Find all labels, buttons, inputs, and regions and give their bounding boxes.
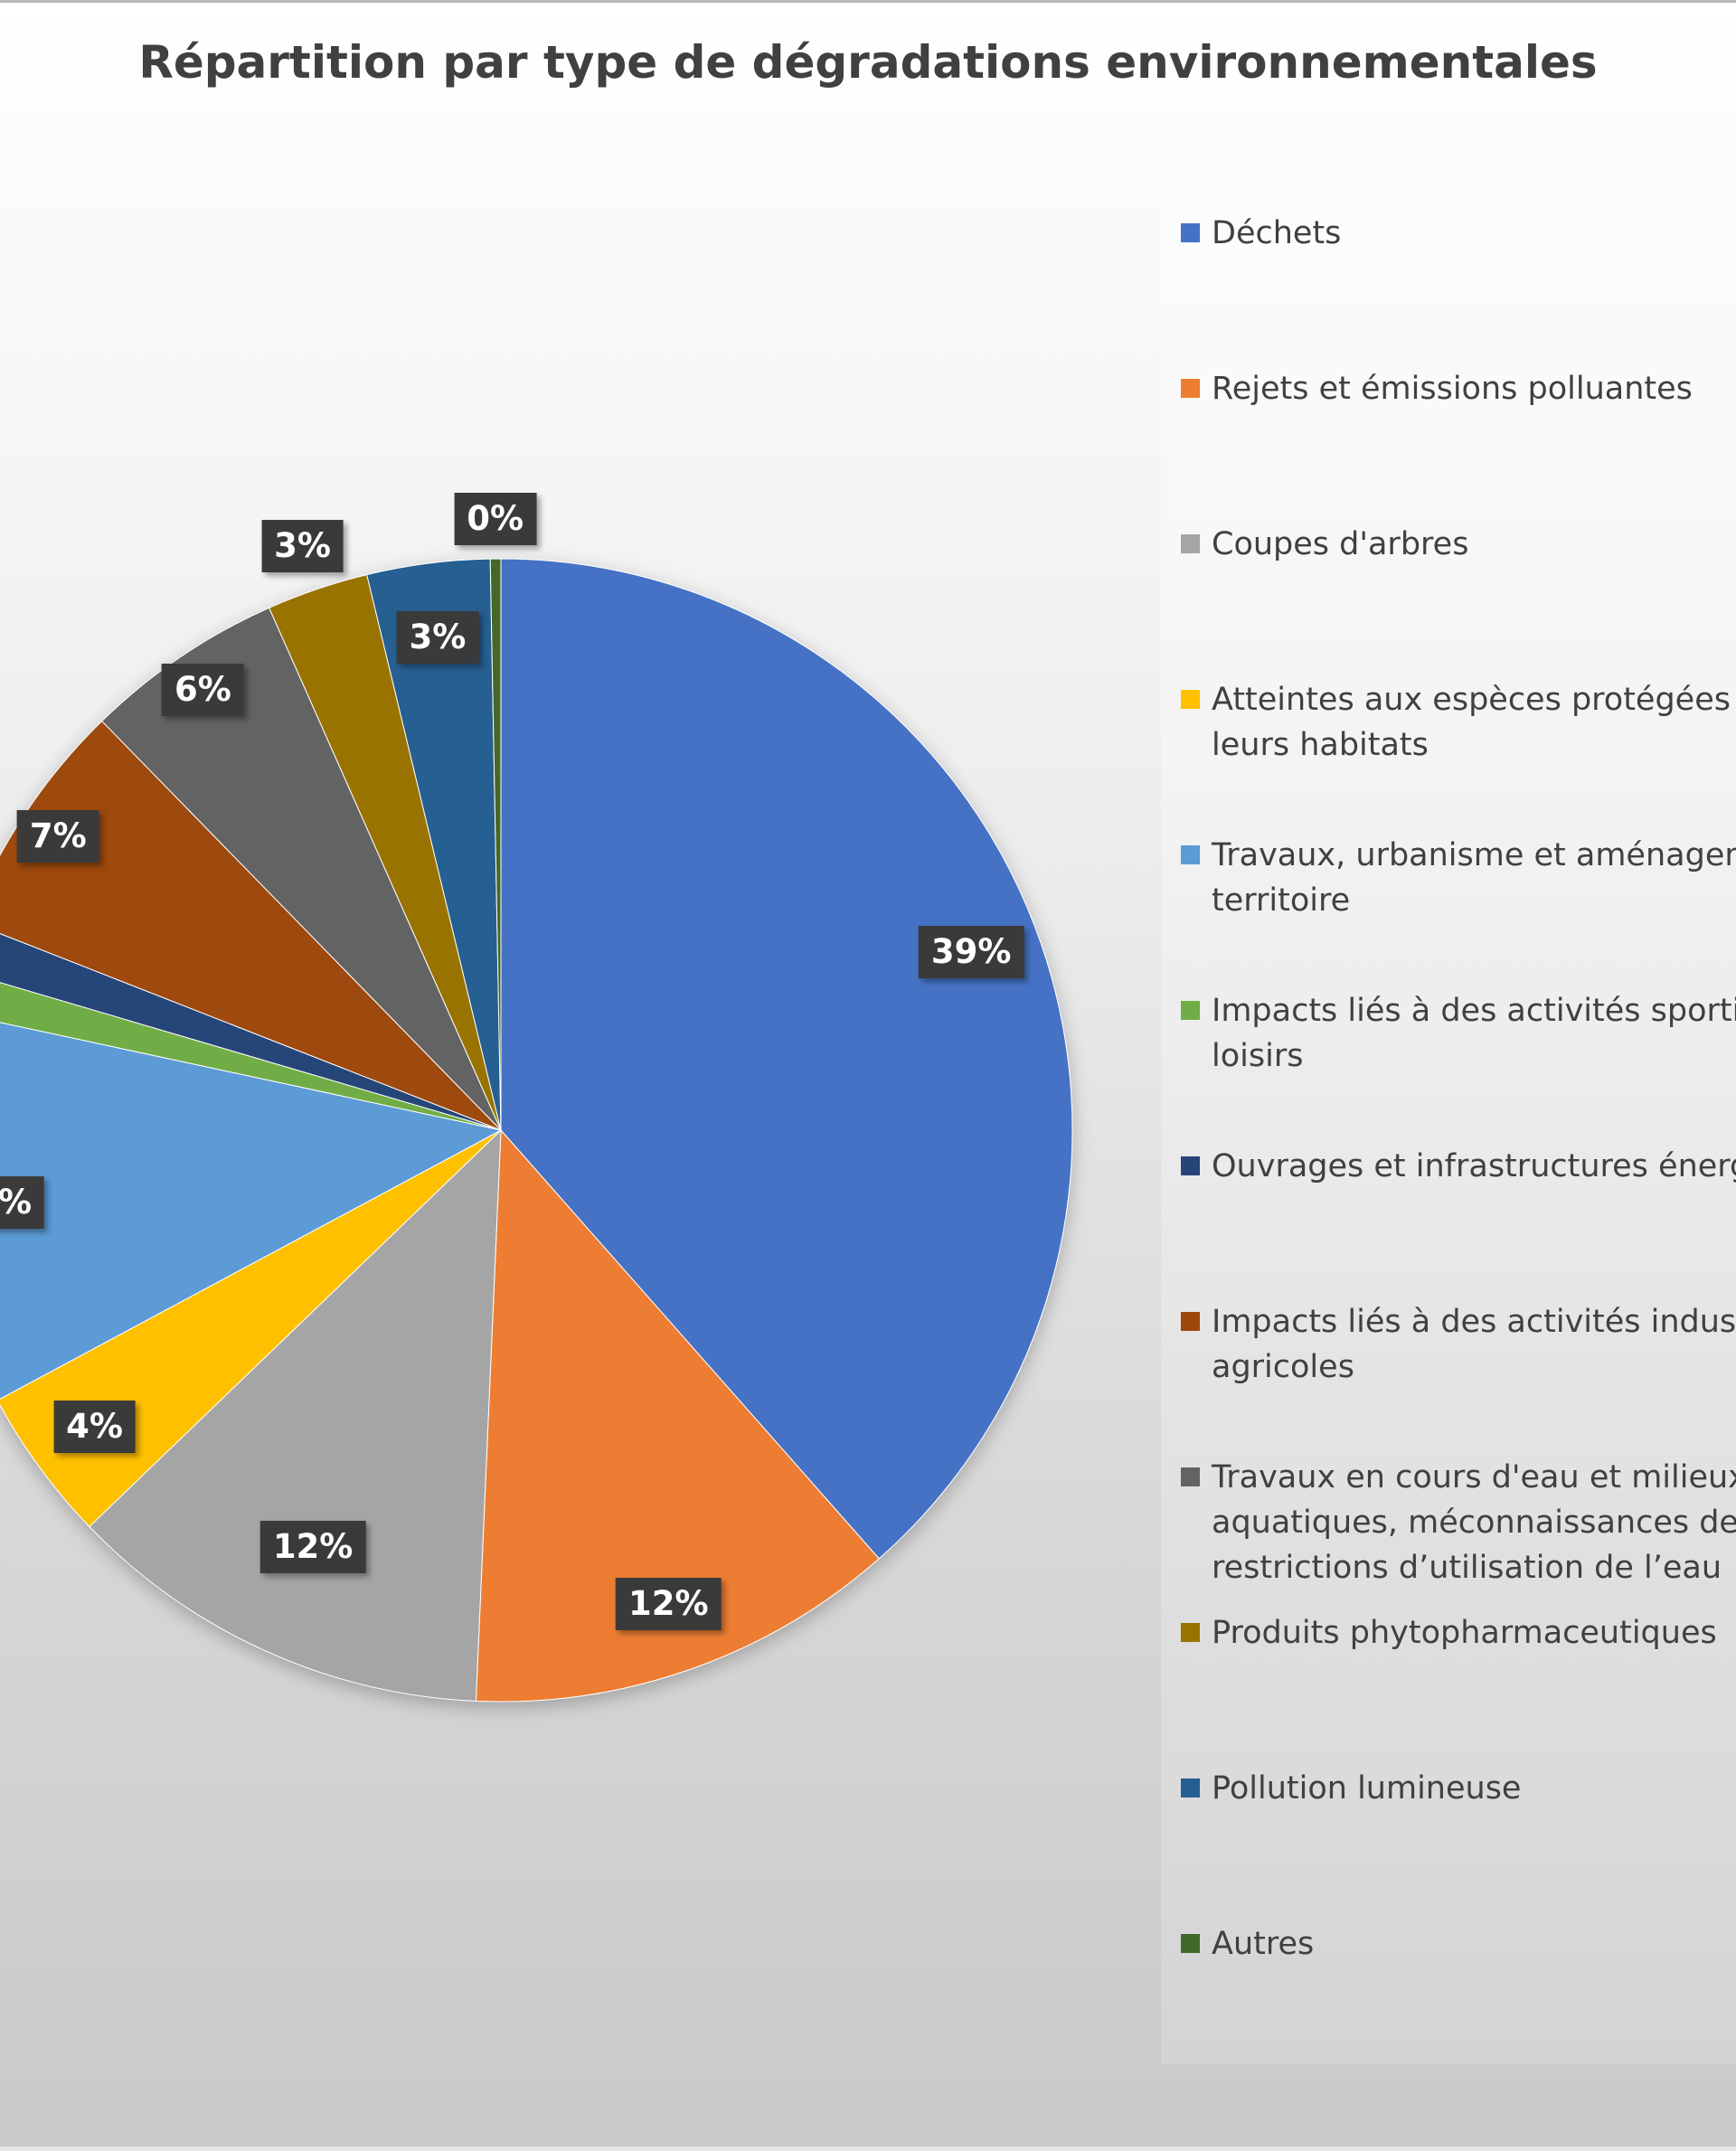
legend-item-travaux-en-cours-d-eau-et-milieux-aquati: Travaux en cours d'eau et milieux aquatiq… [1181, 1455, 1736, 1590]
legend-swatch [1181, 1623, 1200, 1642]
pie-slice-coupes-d-arbres [89, 1128, 502, 1702]
pie-slice-autres [489, 558, 502, 1131]
data-label-impacts-lies-a-des-activites-industriell: 7% [16, 810, 99, 863]
legend-item-dechets: Déchets [1181, 211, 1736, 256]
legend-label: Déchets [1212, 215, 1342, 251]
legend-label: restrictions d’utilisation de l’eau [1212, 1550, 1722, 1586]
legend-item-impacts-lies-a-des-activites-industriell: Impacts liés à des activités industriell… [1181, 1299, 1736, 1390]
legend-label: Coupes d'arbres [1212, 526, 1469, 562]
legend-label: Autres [1212, 1926, 1315, 1962]
bottom-border [0, 2146, 1736, 2151]
data-label-dechets: 39% [918, 926, 1024, 979]
legend-label: Produits phytopharmaceutiques [1212, 1615, 1717, 1651]
legend-label: loisirs [1212, 1038, 1304, 1074]
legend-swatch [1181, 1934, 1200, 1953]
legend-swatch [1181, 845, 1200, 864]
legend-label: agricoles [1212, 1349, 1354, 1385]
legend-swatch [1181, 379, 1200, 398]
legend-swatch [1181, 1312, 1200, 1331]
legend-swatch [1181, 690, 1200, 709]
legend-swatch [1181, 1156, 1200, 1175]
legend-label: Atteintes aux espèces protégées et [1212, 682, 1736, 718]
legend-item-ouvrages-et-infrastructures-energetiques: Ouvrages et infrastructures énergétiques [1181, 1144, 1736, 1189]
legend-label: leurs habitats [1212, 727, 1429, 763]
legend-item-produits-phytopharmaceutiques: Produits phytopharmaceutiques [1181, 1610, 1736, 1656]
pie-slice-rejets-et-emissions-polluantes [475, 1128, 880, 1703]
pie-slice-dechets [500, 558, 1073, 1560]
chart-title: Répartition par type de dégradations env… [138, 36, 1598, 89]
legend: Déchets Rejets et émissions polluantes Cou… [1161, 201, 1736, 2064]
data-label-travaux-urbanisme-et-amenagement-du-terr: 11% [0, 1175, 45, 1229]
data-label-pollution-lumineuse: 3% [396, 610, 479, 664]
data-label-atteintes-aux-especes-protegees-et-leurs: 4% [53, 1400, 136, 1453]
legend-label: aquatiques, méconnaissances des [1212, 1505, 1736, 1541]
legend-item-rejets-et-emissions-polluantes: Rejets et émissions polluantes [1181, 366, 1736, 411]
data-label-produits-phytopharmaceutiques: 3% [261, 519, 344, 572]
legend-label: territoire [1212, 882, 1351, 919]
legend-label: Rejets et émissions polluantes [1212, 371, 1693, 407]
top-border [0, 0, 1736, 3]
legend-item-coupes-d-arbres: Coupes d'arbres [1181, 522, 1736, 567]
legend-item-travaux-urbanisme-et-amenagement-du-terr: Travaux, urbanisme et aménagement du terr… [1181, 833, 1736, 923]
pie-slices [0, 558, 1073, 1703]
pie-slice-travaux-en-cours-d-eau-et-milieux-aquati [101, 607, 502, 1131]
data-label-rejets-et-emissions-polluantes: 12% [616, 1578, 722, 1631]
data-label-travaux-en-cours-d-eau-et-milieux-aquati: 6% [161, 664, 244, 717]
data-label-coupes-d-arbres: 12% [259, 1520, 366, 1573]
legend-swatch [1181, 1001, 1200, 1020]
legend-item-autres: Autres [1181, 1921, 1736, 1967]
legend-label: Impacts liés à des activités industriell… [1212, 1304, 1736, 1340]
legend-label: Ouvrages et infrastructures énergétiques [1212, 1148, 1736, 1184]
legend-item-pollution-lumineuse: Pollution lumineuse [1181, 1766, 1736, 1811]
legend-label: Travaux, urbanisme et aménagement du [1212, 837, 1736, 873]
legend-label: Travaux en cours d'eau et milieux [1212, 1459, 1736, 1495]
legend-item-atteintes-aux-especes-protegees-et-leurs: Atteintes aux espèces protégées et leurs … [1181, 677, 1736, 768]
data-label-autres: 0% [454, 492, 537, 545]
legend-swatch [1181, 1778, 1200, 1797]
legend-swatch [1181, 223, 1200, 242]
legend-swatch [1181, 1467, 1200, 1486]
legend-label: Impacts liés à des activités sportives e… [1212, 993, 1736, 1029]
legend-label: Pollution lumineuse [1212, 1770, 1522, 1807]
pie-slice-travaux-urbanisme-et-amenagement-du-terr [0, 1022, 503, 1400]
legend-swatch [1181, 534, 1200, 553]
legend-item-impacts-lies-a-des-activites-sportives-e: Impacts liés à des activités sportives e… [1181, 988, 1736, 1079]
